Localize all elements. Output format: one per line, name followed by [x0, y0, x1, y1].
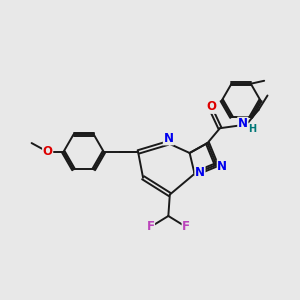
Text: O: O [43, 146, 53, 158]
Text: N: N [238, 117, 248, 130]
Text: H: H [249, 124, 257, 134]
Text: F: F [146, 220, 154, 233]
Text: N: N [164, 132, 173, 145]
Text: N: N [195, 166, 205, 179]
Text: F: F [182, 220, 190, 233]
Text: O: O [207, 100, 217, 113]
Text: N: N [217, 160, 227, 173]
